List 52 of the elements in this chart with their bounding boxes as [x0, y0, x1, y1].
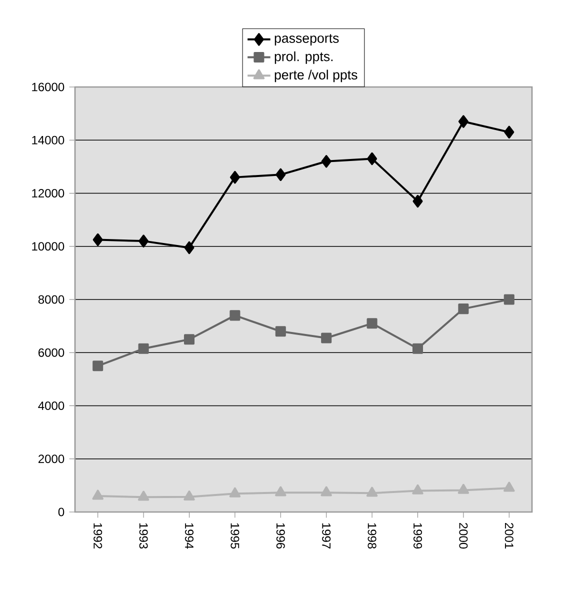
point: [92, 490, 104, 500]
y-tick-label: 10000: [32, 242, 64, 251]
point: [321, 155, 332, 168]
point: [458, 115, 468, 128]
point: [275, 326, 286, 337]
y-tick-label: 6000: [38, 348, 64, 357]
x-tick-label: 2001: [504, 523, 514, 548]
point: [321, 332, 332, 344]
x-tick-label: 1995: [230, 523, 240, 549]
legend-label: passeports: [274, 34, 339, 46]
legend-label: perte /vol ppts: [274, 70, 358, 82]
x-tick-label: 1996: [276, 523, 285, 549]
point: [320, 486, 332, 496]
y-tick-label: 8000: [38, 295, 64, 304]
point: [184, 334, 195, 345]
point: [230, 310, 240, 321]
point: [504, 482, 515, 492]
x-tick-label: 1999: [413, 523, 422, 549]
point: [276, 168, 286, 181]
x-tick-label: 1992: [94, 523, 102, 548]
point: [366, 486, 378, 497]
point: [412, 484, 424, 494]
point: [138, 234, 149, 248]
point: [412, 194, 423, 208]
point: [412, 343, 424, 354]
point: [458, 304, 469, 314]
point: [138, 343, 149, 354]
point: [275, 486, 286, 496]
y-tick-label: 12000: [32, 188, 64, 198]
point: [184, 241, 194, 254]
y-tick-label: 14000: [32, 136, 64, 144]
point: [367, 152, 378, 166]
point: [230, 170, 240, 184]
y-tick-label: 4000: [38, 401, 64, 410]
point: [366, 318, 378, 329]
y-tick-label: 0: [58, 508, 64, 516]
point: [229, 487, 241, 498]
legend-label: prol. ppts.: [274, 51, 333, 64]
x-tick-label: 1994: [184, 523, 194, 549]
point: [138, 490, 150, 501]
point: [458, 484, 470, 494]
y-tick-label: 16000: [32, 82, 64, 92]
point: [184, 490, 195, 501]
y-tick-label: 2000: [38, 454, 64, 464]
point: [92, 360, 104, 372]
point: [504, 126, 514, 138]
point: [92, 233, 103, 246]
point: [504, 294, 514, 305]
x-tick-label: 1998: [368, 523, 376, 549]
x-tick-label: 1993: [139, 523, 148, 549]
x-tick-label: 1997: [322, 523, 331, 548]
x-tick-label: 2000: [459, 523, 468, 549]
